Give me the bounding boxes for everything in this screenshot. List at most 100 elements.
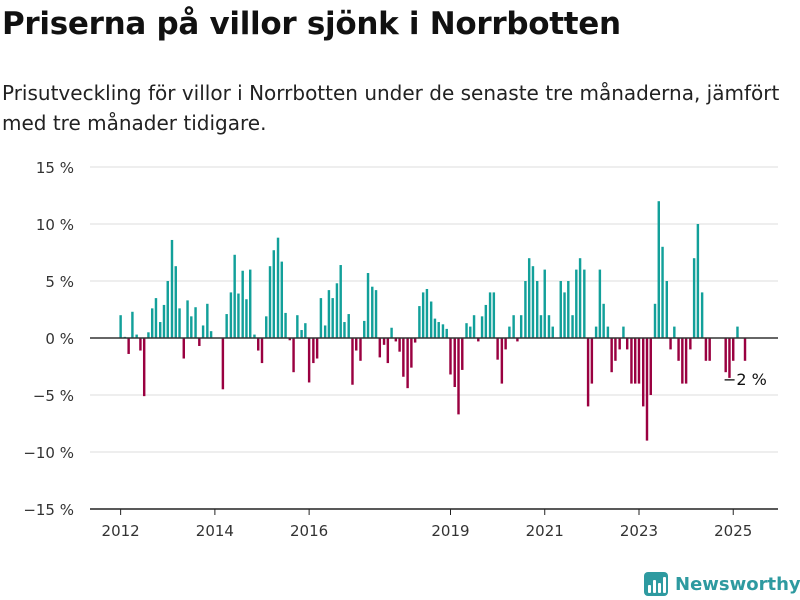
- bar: [268, 266, 272, 338]
- bar: [131, 311, 134, 338]
- bar: [209, 331, 213, 338]
- bar: [323, 325, 327, 338]
- bar: [633, 338, 637, 384]
- bar: [508, 326, 511, 338]
- brand-logo[interactable]: Newsworthy: [644, 570, 800, 598]
- bar: [630, 338, 633, 384]
- bar: [257, 338, 260, 351]
- bar: [339, 265, 342, 338]
- bar: [449, 338, 452, 375]
- bar: [280, 261, 284, 338]
- bar: [637, 338, 641, 384]
- bar: [484, 304, 488, 338]
- bar: [578, 258, 582, 338]
- bar: [245, 299, 248, 338]
- bar: [445, 328, 448, 338]
- bar: [170, 239, 174, 338]
- y-axis-labels: 15 % 10 % 5 % 0 % −5 % −10 % −15 %: [23, 159, 74, 519]
- bar: [343, 322, 346, 338]
- bar: [178, 308, 181, 338]
- bar: [441, 324, 445, 338]
- y-tick-label: 10 %: [36, 216, 74, 234]
- y-tick-label: −10 %: [23, 444, 74, 462]
- bar: [363, 320, 366, 338]
- bar: [437, 322, 440, 338]
- bar: [413, 338, 417, 343]
- bar: [732, 338, 735, 361]
- bar: [233, 254, 236, 338]
- newsworthy-logo-icon: [644, 572, 668, 596]
- bar: [488, 292, 492, 338]
- bar: [162, 304, 166, 338]
- bar: [531, 266, 535, 338]
- bar: [158, 322, 162, 338]
- bar: [535, 281, 539, 338]
- bar: [539, 315, 543, 338]
- bar: [480, 316, 484, 338]
- bar: [154, 298, 158, 338]
- bar: [418, 306, 421, 338]
- bar: [237, 293, 240, 338]
- x-tick-label: 2016: [290, 522, 328, 540]
- bar: [335, 283, 339, 338]
- bar: [135, 334, 138, 338]
- bar: [551, 326, 554, 338]
- bar: [547, 315, 551, 338]
- bar: [225, 314, 228, 338]
- bar: [543, 269, 546, 338]
- bar: [386, 338, 390, 364]
- bar: [276, 237, 280, 338]
- bar: [378, 338, 382, 358]
- y-tick-label: 0 %: [45, 330, 74, 348]
- bar: [347, 314, 350, 338]
- bar: [307, 338, 311, 383]
- bar: [669, 338, 672, 350]
- bar: [559, 281, 562, 338]
- bar: [394, 338, 398, 342]
- bar: [292, 338, 295, 373]
- bar: [692, 258, 696, 338]
- bar: [174, 266, 177, 338]
- bar: [653, 303, 657, 338]
- bar: [425, 288, 429, 338]
- bar: [610, 338, 613, 373]
- bar: [119, 315, 122, 338]
- bar: [677, 338, 680, 361]
- bar: [665, 281, 669, 338]
- bar: [567, 281, 570, 338]
- bar: [736, 326, 739, 338]
- bar: [681, 338, 684, 384]
- bar: [300, 330, 303, 338]
- bar: [708, 338, 711, 361]
- bar: [563, 292, 566, 338]
- bar: [496, 338, 499, 360]
- x-tick-label: 2021: [526, 522, 564, 540]
- bar: [150, 308, 154, 338]
- bar: [284, 312, 287, 338]
- bar: [590, 338, 594, 384]
- bar: [704, 338, 708, 361]
- bars: [119, 201, 747, 441]
- bar: [201, 325, 205, 338]
- chart-title: Priserna på villor sjönk i Norrbotten: [2, 6, 621, 42]
- bar: [519, 315, 523, 338]
- x-tick-label: 2025: [714, 522, 752, 540]
- x-tick-label: 2019: [431, 522, 469, 540]
- bar: [221, 338, 225, 390]
- bar: [260, 338, 264, 364]
- bar: [689, 338, 692, 350]
- bar: [288, 338, 292, 341]
- bar: [382, 338, 386, 345]
- bar: [516, 338, 519, 342]
- x-axis: 2012 2014 2016 2019 2021 2023 2025: [90, 508, 778, 540]
- bar: [296, 315, 299, 338]
- bar: [477, 338, 480, 342]
- bar: [461, 338, 464, 370]
- bar: [642, 338, 645, 407]
- bar: [371, 286, 374, 338]
- bar: [190, 316, 193, 338]
- bar: [618, 338, 621, 350]
- bar: [673, 326, 676, 338]
- bar: [625, 338, 629, 350]
- bar: [429, 301, 433, 338]
